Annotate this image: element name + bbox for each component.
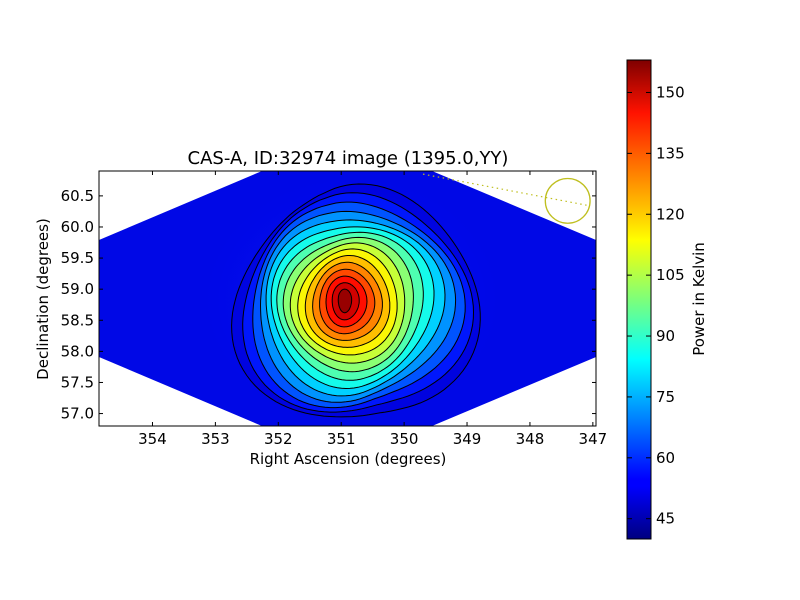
contour-line [319, 268, 376, 335]
x-axis-ticks: 354 353 352 351 350 349 348 347 [138, 171, 607, 448]
contour-line [259, 210, 457, 403]
y-tick-label: 60.5 [61, 187, 94, 205]
contour-line [282, 236, 414, 373]
x-axis-label: Right Ascension (degrees) [250, 450, 447, 468]
colorbar [626, 59, 652, 540]
contour-line [337, 288, 353, 314]
colorbar-tick-label: 90 [656, 327, 675, 345]
x-tick-label: 348 [516, 430, 545, 448]
x-tick-label: 353 [201, 430, 230, 448]
y-axis-label: Declination (degrees) [34, 218, 52, 380]
y-tick-label: 60.0 [61, 218, 94, 236]
colorbar-tick-label: 75 [656, 388, 675, 406]
contour-lines [231, 183, 481, 418]
colorbar-label: Power in Kelvin [690, 242, 708, 356]
colorbar-tick-label: 45 [656, 510, 675, 528]
y-tick-label: 57.5 [61, 373, 94, 391]
y-tick-label: 58.0 [61, 342, 94, 360]
contour-line [265, 219, 446, 397]
contour-line [231, 183, 481, 418]
colorbar-tick-label: 105 [656, 266, 685, 284]
y-tick-label: 59.5 [61, 249, 94, 267]
contour-line [325, 275, 368, 328]
colorbar-tick-label: 150 [656, 83, 685, 101]
contour-fill [338, 289, 352, 313]
contour-line [312, 261, 383, 341]
contour-line [331, 282, 360, 321]
contour-line [242, 192, 475, 413]
x-tick-label: 351 [327, 430, 356, 448]
y-tick-label: 59.0 [61, 280, 94, 298]
colorbar-tick-label: 120 [656, 205, 685, 223]
contour-line [276, 231, 424, 381]
colorbar-tick-label: 60 [656, 449, 675, 467]
contour-line [270, 226, 435, 390]
contour-line [252, 201, 466, 409]
x-tick-label: 347 [579, 430, 608, 448]
x-tick-label: 354 [138, 430, 167, 448]
contour-line [304, 255, 391, 348]
contour-line [289, 242, 406, 364]
axes-frame [98, 170, 597, 427]
y-tick-label: 57.0 [61, 405, 94, 423]
x-tick-label: 350 [390, 430, 419, 448]
colorbar-tick-label: 135 [656, 144, 685, 162]
beam-marker [544, 177, 591, 224]
contour-line [297, 248, 398, 356]
y-tick-label: 58.5 [61, 311, 94, 329]
plot-area [99, 171, 596, 426]
x-tick-label: 352 [264, 430, 293, 448]
colorbar-ticks: 45 60 75 90 105 120 135 150 [627, 83, 685, 528]
y-axis-ticks: 57.0 57.5 58.0 58.5 59.0 59.5 60.0 60.5 [61, 187, 596, 423]
x-tick-label: 349 [453, 430, 482, 448]
chart-title: CAS-A, ID:32974 image (1395.0,YY) [188, 148, 509, 169]
